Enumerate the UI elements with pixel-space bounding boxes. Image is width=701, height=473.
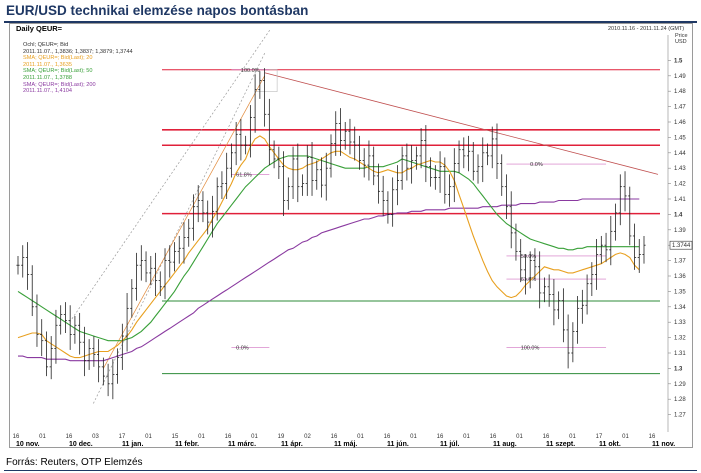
x-month-label: 11 ápr.: [281, 441, 303, 448]
legend-ochl-value: 2011.11.07., 1,3836; 1,3837; 1,3879; 1,3…: [23, 48, 133, 55]
fib-level-label: 61.8%: [521, 277, 537, 283]
title-divider: [4, 21, 697, 23]
x-day-label: 16: [66, 434, 73, 440]
y-tick-label: 1.31: [674, 351, 686, 357]
x-day-label: 01: [357, 434, 364, 440]
x-day-label: 01: [622, 434, 629, 440]
x-day-label: 17: [119, 434, 126, 440]
x-day-label: 16: [490, 434, 497, 440]
y-tick-label: 1.28: [674, 397, 686, 403]
legend-sma50-name: SMA; QEUR=; Bid(Last); 50: [23, 68, 93, 75]
legend-item-sma20: SMA; QEUR=; Bid(Last); 20 2011.11.07., 1…: [23, 55, 133, 68]
x-day-label: 01: [463, 434, 470, 440]
legend-sma20-name: SMA; QEUR=; Bid(Last); 20: [23, 55, 93, 62]
y-tick-label: 1.47: [674, 105, 686, 111]
y-tick-label: 1.43: [674, 166, 686, 172]
y-tick-label: 1.48: [674, 89, 686, 95]
legend-item-sma200: SMA; QEUR=; Bid(Last); 200 2011.11.07., …: [23, 82, 133, 95]
y-tick-label: 1.35: [674, 289, 686, 295]
sma50-line: [17, 155, 640, 342]
current-price-tag: [669, 240, 693, 250]
price-label: Price: [675, 33, 688, 39]
fib-level-label: 100.0%: [521, 346, 540, 352]
x-day-label: 01: [569, 434, 576, 440]
legend-item-ochl: Ochl; QEUR=; Bid 2011.11.07., 1,3836; 1,…: [23, 42, 133, 55]
sma200-line: [18, 198, 640, 362]
x-day-label: 01: [410, 434, 417, 440]
price-axis-header: Price USD: [675, 33, 688, 45]
chart-instrument-label: Daily QEUR=: [16, 24, 63, 33]
y-tick-label: 1.45: [674, 135, 686, 141]
x-day-label: 16: [543, 434, 550, 440]
fib-level-label: 100.0%: [241, 68, 260, 74]
x-month-label: 11 febr.: [175, 441, 199, 448]
y-tick-label: 1.36: [674, 274, 686, 280]
x-day-label: 19: [278, 434, 285, 440]
descending-trendline: [264, 72, 659, 175]
y-tick-label: 1.49: [674, 74, 686, 80]
x-day-label: 01: [516, 434, 523, 440]
x-day-label: 01: [145, 434, 152, 440]
x-month-label: 10 dec.: [69, 441, 93, 448]
x-day-label: 15: [172, 434, 179, 440]
x-day-label: 01: [251, 434, 258, 440]
legend-ochl-name: Ochl; QEUR=; Bid: [23, 42, 69, 48]
legend-sma200-value: 2011.11.07., 1,4104: [23, 88, 72, 95]
y-tick-label: 1.41: [674, 197, 686, 203]
x-day-label: 16: [225, 434, 232, 440]
y-tick-label: 1.39: [674, 228, 686, 234]
x-month-label: 11 jan.: [122, 441, 143, 448]
y-tick-label: 1.4: [674, 212, 683, 218]
y-tick-label: 1.42: [674, 182, 686, 188]
x-month-label: 11 máj.: [334, 441, 357, 448]
current-price-label: 1.3744: [672, 243, 691, 249]
x-month-label: 11 márc.: [228, 441, 256, 448]
page-title: EUR/USD technikai elemzése napos bontásb…: [6, 3, 309, 18]
x-day-label: 03: [92, 434, 99, 440]
y-tick-label: 1.27: [674, 413, 686, 419]
x-day-label: 16: [384, 434, 391, 440]
x-month-label: 11 júl.: [440, 441, 460, 448]
fib-level-label: 50.0%: [521, 254, 537, 260]
x-month-label: 11 jún.: [387, 441, 409, 448]
y-tick-label: 1.44: [674, 151, 686, 157]
legend-sma50-value: 2011.11.07., 1,3788: [23, 74, 72, 81]
legend-sma200-name: SMA; QEUR=; Bid(Last); 200: [23, 81, 96, 88]
x-month-label: 11 okt.: [599, 441, 621, 448]
chart-frame: [9, 23, 693, 448]
y-tick-label: 1.5: [674, 58, 683, 64]
trend-channel-upper: [69, 29, 271, 323]
currency-label: USD: [675, 39, 687, 45]
y-tick-label: 1.3: [674, 366, 683, 372]
x-day-label: 16: [331, 434, 338, 440]
x-month-label: 11 aug.: [493, 441, 517, 448]
x-day-label: 16: [437, 434, 444, 440]
chart-legend: Ochl; QEUR=; Bid 2011.11.07., 1,3836; 1,…: [23, 42, 133, 95]
fib-level-label: 61.8%: [236, 172, 252, 178]
x-day-label: 01: [198, 434, 205, 440]
x-day-label: 01: [39, 434, 46, 440]
source-note: Forrás: Reuters, OTP Elemzés: [6, 457, 143, 468]
fib-level-label: 0.0%: [236, 346, 249, 352]
x-day-label: 02: [304, 434, 311, 440]
y-tick-label: 1.46: [674, 120, 686, 126]
x-month-label: 11 nov.: [652, 441, 675, 448]
legend-sma20-value: 2011.11.07., 1,3635: [23, 61, 72, 68]
x-day-label: 16: [649, 434, 656, 440]
fib-level-label: 0.0%: [530, 162, 543, 168]
x-day-label: 16: [13, 434, 20, 440]
bottom-divider: [4, 470, 697, 471]
chart-date-range: 2010.11.16 - 2011.11.24 (GMT): [608, 26, 685, 32]
x-month-label: 10 nov.: [16, 441, 40, 448]
x-month-label: 11 szept.: [546, 441, 575, 448]
y-tick-label: 1.33: [674, 320, 686, 326]
y-tick-label: 1.34: [674, 305, 686, 311]
legend-item-sma50: SMA; QEUR=; Bid(Last); 50 2011.11.07., 1…: [23, 68, 133, 81]
y-tick-label: 1.32: [674, 336, 686, 342]
x-day-label: 17: [596, 434, 603, 440]
sma20-line: [17, 135, 640, 359]
y-tick-label: 1.29: [674, 382, 686, 388]
y-tick-label: 1.37: [674, 259, 686, 265]
